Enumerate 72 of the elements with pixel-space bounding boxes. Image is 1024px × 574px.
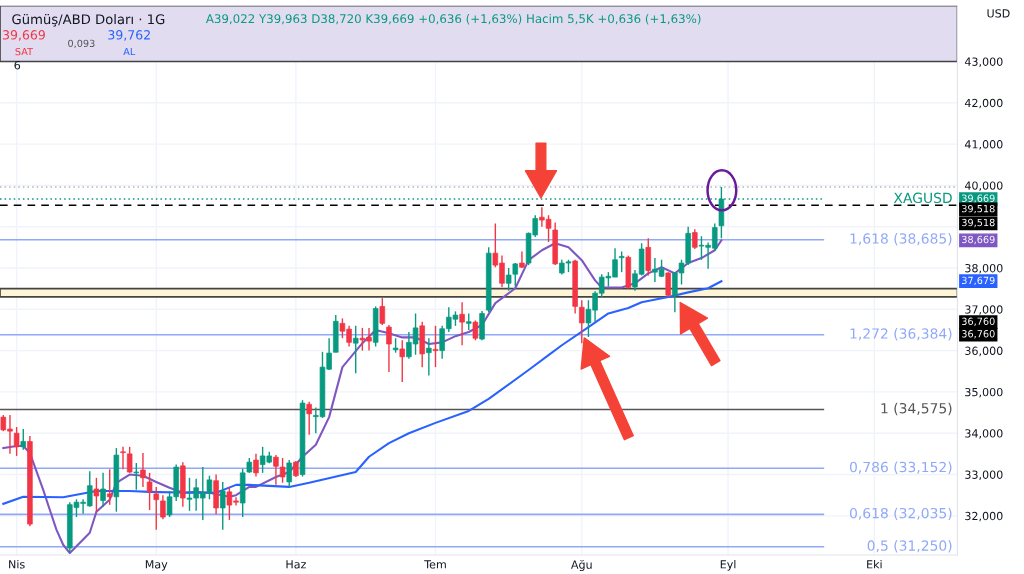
x-tick-label: Eki [867,559,882,569]
ref-line-label: 0,5 (31,250) [867,540,952,553]
candlestick [472,319,479,341]
candlestick [352,325,359,375]
y-tick-label: 33,000 [965,470,1003,481]
y-tick-label: 34,000 [965,429,1003,439]
candlestick [286,459,292,488]
y-tick-label: 32,000 [965,511,1003,522]
candlestick [665,271,671,298]
candlestick [379,297,386,326]
y-tick-label: 37,000 [965,305,1003,315]
candlestick [579,299,585,344]
y-tick-label: 43,000 [964,57,1003,68]
y-tick-label: 36,000 [965,346,1003,357]
line-series [2,280,723,505]
y-tick-label: 42,000 [964,98,1003,109]
candlestick [645,237,652,277]
ref-line-label: 1 (34,575) [881,402,952,416]
annotation: SAT [15,47,34,56]
ref-line-label: 0,618 (32,035) [849,507,952,521]
text: 39,518 [962,218,995,228]
text: 36,760 [962,330,995,339]
candlestick [519,250,525,269]
candlestick [432,325,439,368]
candlestick [618,250,625,273]
text: Gümüş/ABD Doları · 1G [12,13,165,27]
text: 39,669 [962,194,995,203]
text: 37,679 [962,276,995,286]
x-tick-label: Eyl [720,559,736,571]
candlestick [426,337,432,377]
candlestick [386,324,392,373]
candlestick [126,446,133,474]
text: 36,760 [962,317,995,326]
ref-line-label: 1,618 (38,685) [850,233,952,246]
ref-line-label: 1,272 (36,384) [850,328,952,341]
ref-line-label: 0,786 (33,152) [849,461,952,474]
text: 39,518 [962,204,995,214]
ref-line-label: XAGUSD [893,192,952,204]
candlestick [219,481,226,531]
candlestick [153,486,159,531]
candlestick [253,453,259,478]
candlestick [100,472,106,508]
y-tick-label: 38,000 [965,263,1003,274]
text: A39,022 Y39,963 D38,720 K39,669 +0,636 (+1,63%) Hacim 5,5K +0,636 (+1,63%) [205,13,701,25]
y-tick-label: 35,000 [965,387,1003,398]
candlestick [13,426,20,457]
candlestick [399,339,405,383]
text: USD [987,9,1010,18]
x-tick-label: May [145,560,168,571]
x-tick-label: Haz [286,560,306,569]
x-tick-label: Nis [9,559,25,569]
candlestick [160,494,166,520]
candlestick [146,472,153,511]
x-tick-label: Tem [424,560,446,569]
x-tick-label: Ağu [571,559,592,571]
annotation: 0,093 [68,39,95,49]
annotation: AL [123,48,136,56]
candlestick [20,428,27,451]
candlestick [93,477,100,514]
annotation: 39,762 [108,30,150,41]
candlestick [459,301,465,346]
annotation: 6 [14,60,21,70]
y-tick-label: 41,000 [964,140,1003,150]
candlestick [140,452,146,488]
candlestick [133,462,140,491]
annotation: 39,669 [3,30,45,41]
candlestick [120,446,126,470]
text: 38,669 [962,235,995,245]
candlestick [106,468,113,506]
candlestick [306,401,312,436]
candlestick [692,228,698,250]
y-tick-label: 40,000 [964,181,1003,191]
